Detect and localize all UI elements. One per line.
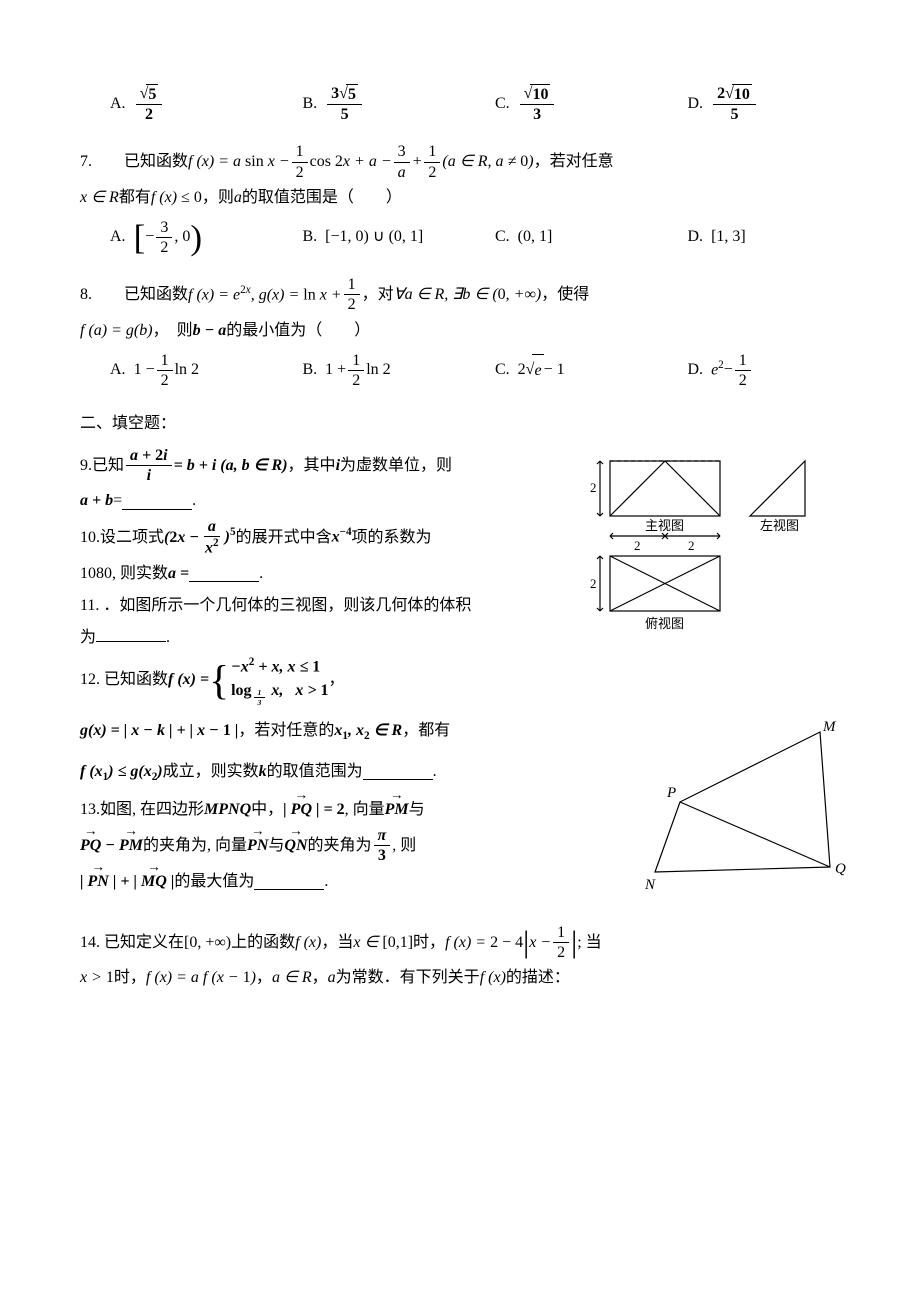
q8-optC: C. 2√e − 1	[495, 351, 688, 390]
quad-figure: N P M Q	[625, 717, 850, 907]
q10-blank[interactable]	[189, 565, 259, 582]
q7-line1: 7. 已知函数 f (x) = a sin x − 12 cos 2x + a …	[80, 142, 850, 181]
q6-optC: C. √103	[495, 84, 688, 124]
q8-optB: B. 1 + 12 ln 2	[303, 351, 496, 390]
dim-h2: 2	[590, 576, 597, 591]
q6-options: A. √52 B. 3√55 C. √103 D. 2√105	[110, 84, 880, 124]
q7-optA: A. [ −32, 0 )	[110, 218, 303, 257]
q12-gline: g(x) = | x − k | + | x − 1 | ，若对任意的 x1, …	[80, 715, 611, 748]
q7-prefix: 已知函数	[124, 146, 188, 178]
q8-line1: 8. 已知函数 f (x) = e2x, g(x) = ln x + 12 ，对…	[80, 275, 850, 314]
q10-line1: 10. 设二项式 (2x − ax2 )5 的展开式中含 x−4 项的系数为	[80, 517, 576, 558]
svg-text:N: N	[644, 877, 656, 893]
q7-line2: x ∈ R 都有 f (x) ≤ 0，则 a 的取值范围是（ ）	[80, 182, 850, 214]
q10-line2: 1080, 则实数 a = .	[80, 558, 576, 590]
q6-optA: A. √52	[110, 84, 303, 124]
q8-optD: D. e2 − 12	[688, 351, 881, 390]
q7-options: A. [ −32, 0 ) B. [−1, 0) ∪ (0, 1] C. (0,…	[110, 218, 880, 257]
section2-title: 二、填空题：	[80, 408, 850, 440]
q9-blank[interactable]	[122, 493, 192, 510]
dim-w1: 2	[634, 538, 641, 553]
q12-line1: 12. 已知函数 f (x) = { −x2 + x, x ≤ 1 log13 …	[80, 654, 576, 707]
q8-num: 8.	[80, 279, 92, 311]
q6-optB: B. 3√55	[303, 84, 496, 124]
q8-options: A. 1 − 12 ln 2 B. 1 + 12 ln 2 C. 2√e − 1…	[110, 351, 880, 390]
q14-line1: 14. 已知定义在 [0, +∞) 上的函数 f (x) ，当 x ∈ [0,1…	[80, 923, 850, 962]
q6-optD: D. 2√105	[688, 84, 881, 124]
svg-text:Q: Q	[835, 861, 846, 877]
q7-optD: D. [1, 3]	[688, 218, 881, 257]
three-view-figure: 2 2 2 2 主视图 左视图 俯视图	[590, 446, 850, 646]
q11-blank[interactable]	[96, 625, 166, 642]
front-label: 主视图	[645, 518, 684, 533]
left-label: 左视图	[760, 518, 799, 533]
q7-fx: f (x) = a sin x −	[188, 146, 290, 178]
q8-optA: A. 1 − 12 ln 2	[110, 351, 303, 390]
svg-text:M: M	[822, 719, 837, 735]
svg-text:P: P	[666, 785, 676, 801]
q13-line1: 13. 如图, 在四边形 MPNQ 中， | PQ | = 2 , 向量 PM …	[80, 794, 611, 826]
q12-blank[interactable]	[363, 763, 433, 780]
q7-cond: ，若对任意	[534, 146, 614, 178]
dim-h1: 2	[590, 480, 597, 495]
q9-line1: 9. 已知 a + 2ii = b + i (a, b ∈ R) ，其中 i 为…	[80, 446, 576, 485]
q8-line2: f (a) = g(b) ， 则 b − a 的最小值为（ ）	[80, 315, 850, 347]
q7-num: 7.	[80, 146, 92, 178]
q13-line3: | PN | + | MQ | 的最大值为 .	[80, 866, 611, 898]
q13-blank[interactable]	[254, 873, 324, 890]
top-label: 俯视图	[645, 616, 684, 631]
q14-line2: x > 1 时， f (x) = a f (x − 1) ， a ∈ R ， a…	[80, 962, 850, 994]
q9-line2: a + b = .	[80, 485, 576, 517]
q12-fline: f (x1) ≤ g(x2) 成立，则实数 k 的取值范围为 .	[80, 756, 611, 789]
q7-optC: C. (0, 1]	[495, 218, 688, 257]
q7-optB: B. [−1, 0) ∪ (0, 1]	[303, 218, 496, 257]
dim-w2: 2	[688, 538, 695, 553]
